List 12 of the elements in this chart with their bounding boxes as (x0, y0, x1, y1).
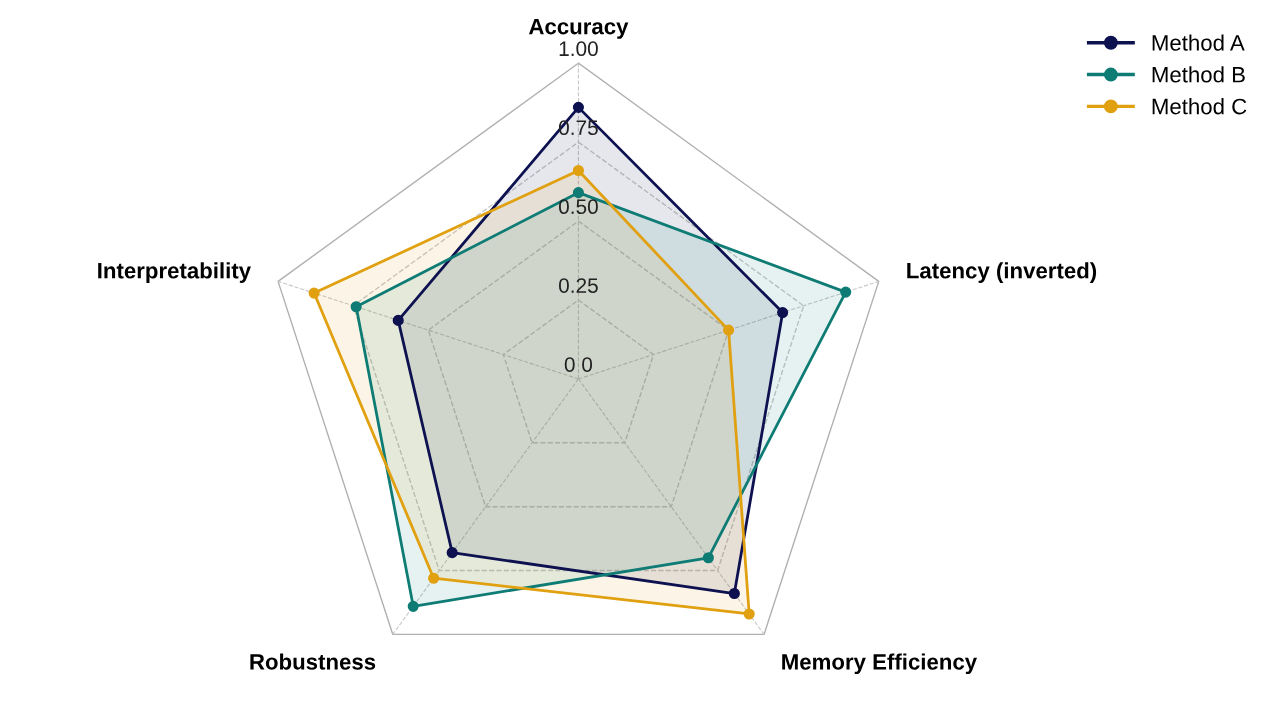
y-tick-label: 0.50 (558, 199, 598, 215)
spoke-label: Latency (inverted) (907, 262, 1097, 283)
y-tick-label: 0 0 (564, 357, 593, 372)
legend-label: Method B (1152, 66, 1245, 83)
spoke-label: Memory Efficiency (782, 653, 977, 675)
legend-label: Method A (1152, 34, 1245, 51)
spoke-label: Accuracy (528, 18, 629, 39)
spoke-label: Robustness (250, 653, 376, 670)
y-tick-label: 0.25 (558, 278, 598, 293)
spoke-label: Interpretability (98, 262, 251, 283)
legend-label: Method C (1152, 98, 1247, 115)
y-tick-label: 1.00 (559, 41, 598, 57)
